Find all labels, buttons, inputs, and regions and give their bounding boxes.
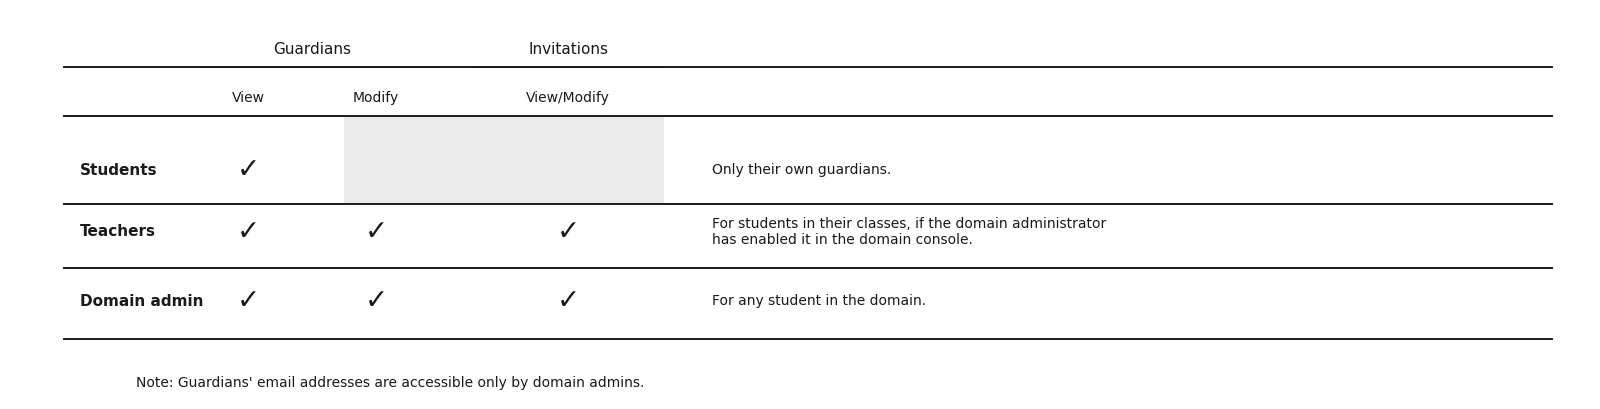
Text: ✓: ✓ xyxy=(237,287,259,315)
Text: ✓: ✓ xyxy=(365,287,387,315)
Text: Note: Guardians' email addresses are accessible only by domain admins.: Note: Guardians' email addresses are acc… xyxy=(136,375,645,389)
Text: Invitations: Invitations xyxy=(528,42,608,56)
Text: View: View xyxy=(232,91,264,105)
Text: Only their own guardians.: Only their own guardians. xyxy=(712,163,891,177)
Text: For students in their classes, if the domain administrator
has enabled it in the: For students in their classes, if the do… xyxy=(712,216,1106,246)
Text: Modify: Modify xyxy=(354,91,398,105)
Text: ✓: ✓ xyxy=(365,217,387,245)
Bar xyxy=(344,117,664,204)
Text: View/Modify: View/Modify xyxy=(526,91,610,105)
Text: ✓: ✓ xyxy=(237,217,259,245)
Text: For any student in the domain.: For any student in the domain. xyxy=(712,294,926,308)
Text: Teachers: Teachers xyxy=(80,224,157,238)
Text: ✓: ✓ xyxy=(557,217,579,245)
Text: ✓: ✓ xyxy=(557,287,579,315)
Text: Students: Students xyxy=(80,162,158,177)
Text: Guardians: Guardians xyxy=(274,42,350,56)
Text: Domain admin: Domain admin xyxy=(80,293,203,308)
Text: ✓: ✓ xyxy=(237,156,259,184)
